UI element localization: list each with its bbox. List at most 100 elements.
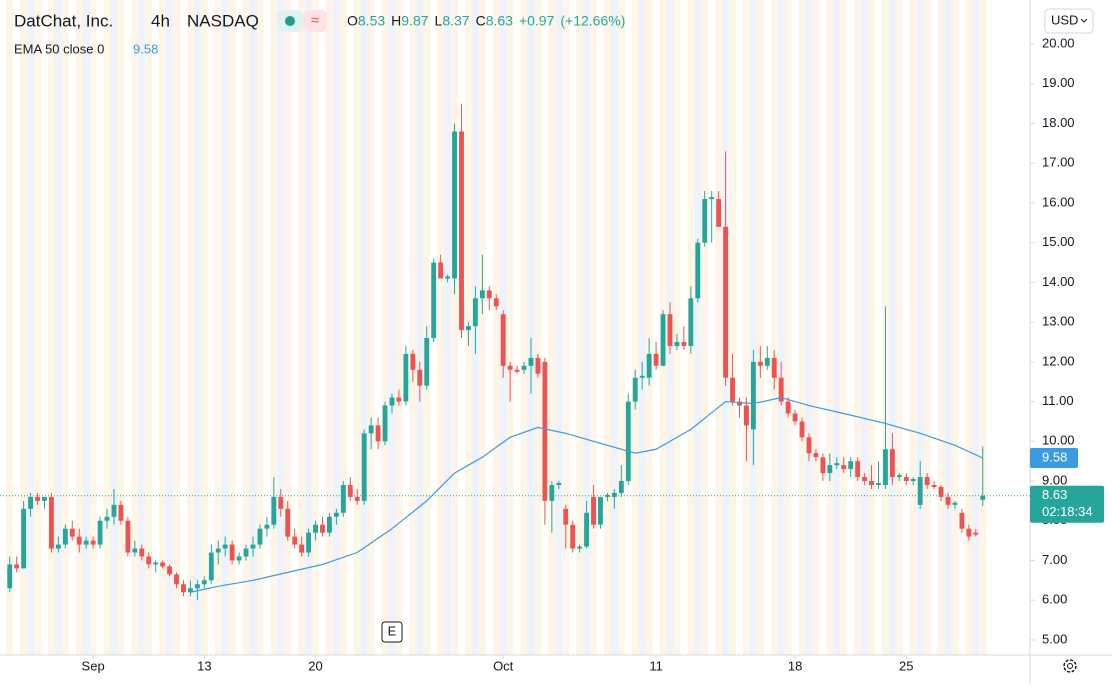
- ohlc-change-pct: (+12.66%): [560, 13, 625, 29]
- candle-body: [174, 574, 179, 585]
- session-band: [117, 0, 125, 655]
- candle-body: [472, 298, 478, 327]
- currency-box[interactable]: [1044, 8, 1094, 34]
- session-band: [826, 0, 834, 655]
- session-band: [701, 0, 709, 655]
- x-tick-label: Sep: [82, 658, 105, 673]
- session-band: [82, 0, 90, 655]
- candle-body: [389, 397, 395, 406]
- candle-body: [187, 588, 193, 593]
- session-band: [805, 0, 813, 655]
- session-band: [284, 0, 292, 655]
- session-band: [61, 0, 69, 655]
- candle-body: [876, 483, 881, 485]
- y-tick-label: 12.00: [1042, 353, 1075, 368]
- candle-body: [306, 532, 312, 553]
- candle-body: [889, 449, 895, 478]
- session-band: [186, 0, 194, 655]
- session-band: [555, 0, 563, 655]
- candle-body: [125, 520, 131, 553]
- delay-pill[interactable]: [303, 10, 327, 32]
- y-tick-label: 7.00: [1042, 552, 1067, 567]
- earnings-marker-box[interactable]: [381, 621, 403, 643]
- session-band: [353, 0, 361, 655]
- earnings-marker-label: E: [388, 623, 397, 638]
- candle-body: [55, 544, 61, 549]
- session-band: [770, 0, 778, 655]
- session-band: [228, 0, 236, 655]
- session-band: [360, 0, 368, 655]
- symbol-name: DatChat, Inc.: [14, 11, 113, 30]
- session-band: [610, 0, 618, 655]
- session-band: [617, 0, 625, 655]
- currency-button[interactable]: USD: [1044, 8, 1094, 34]
- session-band: [166, 0, 174, 655]
- session-band: [576, 0, 584, 655]
- candle-body: [625, 401, 631, 482]
- session-band: [548, 0, 556, 655]
- candle-body: [250, 544, 256, 549]
- session-band: [416, 0, 424, 655]
- session-band: [249, 0, 257, 655]
- session-band: [305, 0, 313, 655]
- settings-button[interactable]: [1063, 659, 1077, 673]
- candle-body: [208, 552, 214, 581]
- session-band: [590, 0, 598, 655]
- session-band: [583, 0, 591, 655]
- candle-body: [42, 496, 47, 501]
- interval: 4h: [151, 11, 170, 30]
- candle-body: [966, 528, 972, 537]
- candle-body: [466, 326, 471, 331]
- y-tick-label: 20.00: [1042, 36, 1075, 51]
- session-band: [138, 0, 146, 655]
- session-band: [868, 0, 876, 655]
- session-band: [833, 0, 841, 655]
- candle-body: [598, 496, 603, 525]
- delay-icon: ≈: [311, 12, 319, 29]
- candle-body: [396, 397, 402, 402]
- ema-price-label: 9.58: [1042, 449, 1067, 464]
- candle-body: [278, 496, 284, 509]
- candle-body: [542, 361, 548, 501]
- session-band: [861, 0, 869, 655]
- candle-body: [792, 413, 798, 422]
- candle-body: [674, 341, 680, 346]
- candle-body: [333, 512, 339, 517]
- ohlc-change: +0.97: [519, 13, 555, 29]
- candle-body: [632, 377, 638, 402]
- session-band: [103, 0, 111, 655]
- candle-body: [535, 357, 541, 374]
- ema-legend-value: 9.58: [133, 41, 158, 56]
- candle-body: [28, 496, 34, 509]
- candle-body: [855, 461, 861, 478]
- candle-body: [493, 298, 499, 307]
- session-band: [256, 0, 264, 655]
- ohlc-close: 8.63: [486, 13, 513, 29]
- candle-body: [883, 449, 888, 485]
- candle-body: [368, 425, 374, 434]
- candle-body: [500, 314, 506, 366]
- candle-body: [709, 197, 715, 200]
- candle-body: [681, 341, 687, 346]
- candle-body: [744, 405, 749, 426]
- session-band: [937, 0, 945, 655]
- gear-icon[interactable]: [1063, 659, 1077, 673]
- candle-body: [340, 484, 346, 513]
- session-band: [312, 0, 320, 655]
- session-band: [812, 0, 820, 655]
- candle-body: [347, 484, 353, 497]
- session-band: [451, 0, 459, 655]
- candle-body: [660, 314, 666, 366]
- candle-body: [820, 457, 826, 474]
- candle-body: [723, 226, 729, 378]
- session-band: [694, 0, 702, 655]
- candle-body: [910, 479, 916, 482]
- session-band: [277, 0, 285, 655]
- candle-body: [153, 562, 159, 565]
- candle-body: [750, 361, 756, 430]
- candle-body: [952, 502, 958, 505]
- candle-body: [521, 365, 527, 370]
- candle-body: [799, 421, 805, 438]
- session-band: [131, 0, 139, 655]
